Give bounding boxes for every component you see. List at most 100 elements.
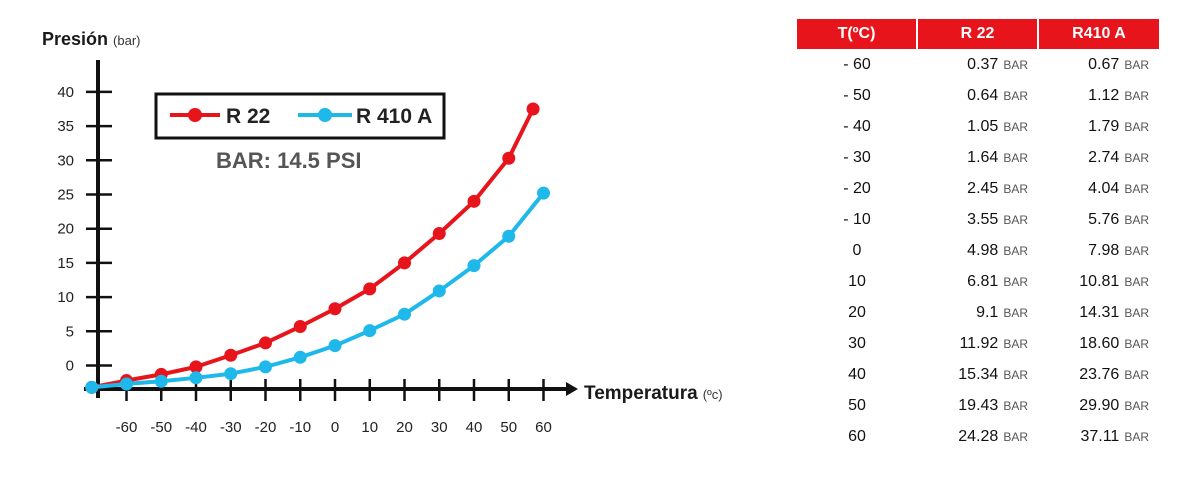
cell-temperature: 40: [848, 365, 866, 383]
cell-unit: BAR: [1124, 212, 1149, 227]
cell-unit: BAR: [1124, 88, 1149, 103]
cell-unit: BAR: [1003, 429, 1028, 444]
cell-value: 9.1: [976, 303, 999, 321]
header-r410a: R410 A: [1037, 19, 1159, 49]
cell-temperature: 0: [852, 241, 862, 259]
data-point-r410a: [537, 186, 550, 200]
cell-r410a: 4.04 BAR: [1038, 173, 1159, 204]
cell-value: 18.60: [1079, 334, 1120, 352]
cell-value: 2.45: [967, 179, 999, 197]
cell-temperature: - 10: [843, 210, 871, 228]
cell-value: 4.98: [967, 241, 999, 259]
x-axis-title: Temperatura (ºc): [584, 383, 723, 404]
cell-value: 1.05: [967, 117, 999, 135]
data-point-r410a: [467, 259, 481, 273]
cell-unit: BAR: [1003, 305, 1028, 320]
data-point-r410a: [432, 284, 446, 298]
legend-marker-r410a: [318, 108, 332, 122]
cell-r410a: 5.76 BAR: [1038, 204, 1159, 235]
table-row: 40 15.34 BAR 23.76 BAR: [797, 359, 1159, 390]
table-row: 10 6.81 BAR 10.81 BAR: [797, 266, 1159, 297]
cell-r410a: 23.76 BAR: [1038, 359, 1159, 390]
x-tick-label: -20: [255, 419, 277, 436]
data-point-r410a: [398, 307, 411, 321]
cell-r22: 6.81 BAR: [917, 266, 1038, 297]
legend-label-r410a: R 410 A: [356, 105, 432, 128]
cell-unit: BAR: [1124, 243, 1149, 258]
table-row: 30 11.92 BAR 18.60 BAR: [797, 328, 1159, 359]
cell-r22: 2.45 BAR: [917, 173, 1038, 204]
cell-r410a: 1.79 BAR: [1038, 111, 1159, 142]
cell-unit: BAR: [1124, 305, 1149, 320]
cell-temperature: - 20: [843, 179, 871, 197]
data-point-r22: [502, 151, 516, 165]
data-point-r22: [526, 102, 540, 116]
cell-unit: BAR: [1124, 429, 1149, 444]
data-point-r410a: [224, 367, 238, 381]
table-row: - 20 2.45 BAR 4.04 BAR: [797, 173, 1159, 204]
table-row: 60 24.28 BAR 37.11 BAR: [797, 421, 1159, 452]
data-point-r22: [224, 348, 238, 362]
data-point-r22: [259, 336, 272, 350]
cell-unit: BAR: [1124, 274, 1149, 289]
cell-unit: BAR: [1003, 150, 1028, 165]
header-temperature: T(ºC): [797, 19, 917, 49]
cell-value: 24.28: [958, 427, 999, 445]
data-point-r410a: [120, 377, 133, 391]
cell-temperature: 50: [848, 396, 866, 414]
cell-temperature: 60: [848, 427, 866, 445]
x-tick-label: 0: [331, 419, 339, 436]
legend-marker-r22: [188, 108, 202, 122]
cell-value: 1.12: [1088, 86, 1120, 104]
cell-r22: 24.28 BAR: [917, 421, 1038, 452]
chart-canvas: 0 5 10 15 20 25 30 35 40 -60 -50 -40 -30 -20 -10 0 10 20 3…: [42, 29, 723, 436]
cell-unit: BAR: [1124, 150, 1149, 165]
cell-unit: BAR: [1003, 88, 1028, 103]
y-tick-label: 0: [66, 358, 74, 375]
table-row: - 60 0.37 BAR 0.67 BAR: [797, 49, 1159, 80]
x-tick-label: -30: [220, 419, 242, 436]
table-header-row: T(ºC) R 22 R410 A: [797, 19, 1159, 49]
cell-value: 2.74: [1088, 148, 1120, 166]
cell-temperature: - 30: [843, 148, 871, 166]
cell-r410a: 29.90 BAR: [1038, 390, 1159, 421]
cell-r22: 1.05 BAR: [917, 111, 1038, 142]
header-r22: R 22: [916, 19, 1038, 49]
legend-label-r22: R 22: [226, 105, 270, 128]
data-point-r22: [328, 302, 342, 316]
data-point-r22: [398, 256, 411, 270]
cell-value: 37.11: [1080, 427, 1120, 445]
cell-r410a: 7.98 BAR: [1038, 235, 1159, 266]
x-tick-label: -50: [150, 419, 172, 436]
series-line-r410a: [91, 191, 546, 390]
data-point-r410a: [189, 371, 203, 385]
cell-temperature: - 50: [843, 86, 871, 104]
cell-unit: BAR: [1003, 57, 1028, 72]
cell-r22: 11.92 BAR: [917, 328, 1038, 359]
data-point-r22: [432, 226, 446, 240]
x-tick-label: -40: [185, 419, 207, 436]
cell-value: 7.98: [1088, 241, 1120, 259]
x-tick-label: 40: [466, 419, 483, 436]
data-point-r410a: [85, 380, 99, 394]
cell-r410a: 2.74 BAR: [1038, 142, 1159, 173]
pressure-table: T(ºC) R 22 R410 A - 60 0.37 BAR 0.67 BAR - 50…: [797, 19, 1159, 452]
data-point-r410a: [328, 339, 342, 353]
data-point-r22: [467, 194, 481, 208]
table-row: 20 9.1 BAR 14.31 BAR: [797, 297, 1159, 328]
cell-unit: BAR: [1003, 336, 1028, 351]
cell-r22: 0.37 BAR: [917, 49, 1038, 80]
cell-value: 15.34: [958, 365, 999, 383]
x-tick-label: 50: [500, 419, 517, 436]
data-point-r410a: [502, 229, 516, 243]
data-point-r410a: [293, 350, 307, 364]
x-axis-arrow: [566, 382, 578, 396]
y-tick-label: 25: [57, 187, 74, 204]
y-tick-label: 30: [57, 152, 74, 169]
table-row: - 40 1.05 BAR 1.79 BAR: [797, 111, 1159, 142]
cell-unit: BAR: [1124, 367, 1149, 382]
data-point-r410a: [154, 374, 168, 388]
cell-unit: BAR: [1003, 119, 1028, 134]
cell-unit: BAR: [1003, 181, 1028, 196]
cell-unit: BAR: [1124, 57, 1149, 72]
